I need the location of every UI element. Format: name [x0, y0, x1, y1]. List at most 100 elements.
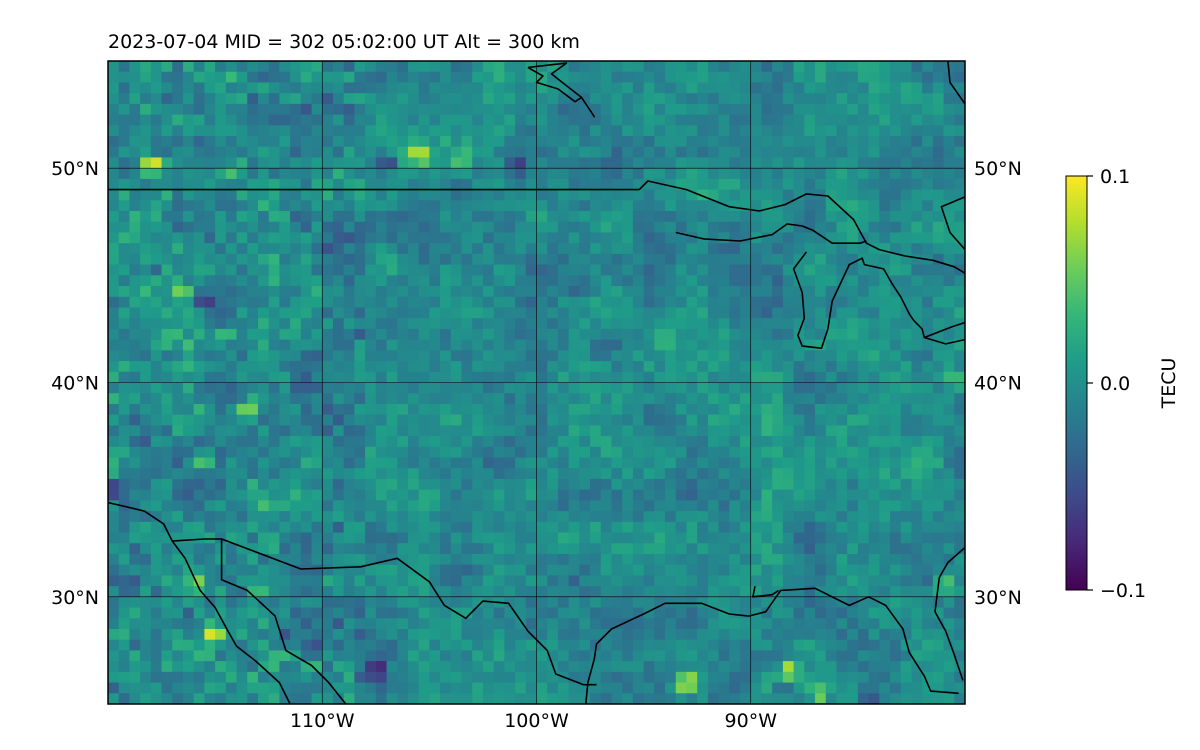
heatmap-cell — [172, 200, 184, 212]
heatmap-cell — [407, 382, 420, 394]
heatmap-cell — [568, 350, 580, 362]
heatmap-cell — [557, 382, 570, 394]
heatmap-cell — [900, 82, 913, 94]
heatmap-cell — [461, 61, 473, 73]
heatmap-cell — [440, 596, 452, 609]
heatmap-cell — [718, 446, 730, 459]
heatmap-cell — [150, 307, 163, 319]
heatmap-cell — [707, 350, 720, 362]
heatmap-cell — [257, 586, 270, 598]
heatmap-cell — [193, 436, 206, 448]
heatmap-cell — [954, 211, 965, 223]
heatmap-cell — [847, 436, 859, 448]
heatmap-cell — [354, 468, 366, 480]
heatmap-cell — [386, 114, 398, 126]
heatmap-cell — [247, 189, 259, 201]
heatmap-cell — [225, 243, 238, 255]
heatmap-cell — [311, 136, 323, 148]
heatmap-cell — [504, 200, 516, 212]
heatmap-cell — [568, 639, 580, 652]
heatmap-cell — [429, 103, 441, 116]
heatmap-cell — [525, 671, 538, 684]
heatmap-cell — [311, 307, 323, 319]
heatmap-cell — [504, 189, 516, 201]
heatmap-cell — [215, 168, 227, 180]
heatmap-cell — [407, 693, 420, 704]
heatmap-cell — [761, 168, 773, 180]
heatmap-cell — [632, 328, 645, 341]
heatmap-cell — [568, 211, 580, 223]
heatmap-cell — [643, 671, 655, 684]
heatmap-cell — [632, 200, 645, 212]
heatmap-cell — [215, 414, 227, 426]
heatmap-cell — [922, 103, 934, 116]
heatmap-cell — [472, 607, 484, 619]
heatmap-cell — [793, 500, 805, 512]
heatmap-cell — [150, 103, 163, 116]
heatmap-cell — [922, 639, 934, 652]
heatmap-cell — [900, 521, 913, 534]
heatmap-cell — [836, 414, 848, 426]
heatmap-cell — [654, 436, 666, 448]
heatmap-cell — [890, 596, 902, 609]
heatmap-cell — [354, 489, 366, 501]
heatmap-cell — [568, 661, 580, 673]
heatmap-cell — [632, 532, 645, 544]
heatmap-cell — [782, 457, 795, 469]
heatmap-cell — [397, 436, 409, 448]
heatmap-cell — [600, 553, 613, 566]
heatmap-cell — [332, 103, 345, 116]
heatmap-cell — [354, 350, 366, 362]
heatmap-cell — [108, 586, 120, 598]
heatmap-cell — [536, 500, 548, 512]
heatmap-cell — [279, 328, 291, 341]
heatmap-cell — [836, 286, 848, 298]
heatmap-cell — [375, 693, 388, 704]
heatmap-cell — [482, 478, 495, 491]
heatmap-cell — [300, 275, 313, 287]
heatmap-cell — [804, 307, 816, 319]
coastline — [172, 538, 597, 686]
heatmap-cell — [150, 650, 163, 662]
heatmap-cell — [515, 500, 527, 512]
heatmap-cell — [493, 575, 505, 587]
heatmap-cell — [879, 553, 891, 566]
heatmap-cell — [397, 661, 409, 673]
heatmap-cell — [375, 136, 388, 148]
heatmap-cell — [140, 264, 152, 276]
heatmap-cell — [397, 114, 409, 126]
heatmap-cell — [740, 93, 752, 105]
heatmap-cell — [868, 361, 880, 373]
heatmap-cell — [300, 178, 313, 191]
heatmap-cell — [857, 564, 870, 576]
heatmap-cell — [354, 682, 366, 694]
heatmap-cell — [118, 521, 131, 534]
heatmap-cell — [343, 275, 355, 287]
heatmap-cell — [815, 511, 827, 523]
heatmap-cell — [890, 157, 902, 169]
heatmap-cell — [686, 71, 698, 84]
heatmap-cell — [890, 103, 902, 116]
heatmap-cell — [836, 361, 848, 373]
heatmap-cell — [536, 650, 548, 662]
heatmap-cell — [332, 82, 345, 94]
heatmap-cell — [750, 553, 763, 566]
heatmap-cell — [365, 382, 377, 394]
heatmap-cell — [332, 189, 345, 201]
heatmap-cell — [868, 200, 880, 212]
heatmap-cell — [922, 318, 934, 330]
heatmap-cell — [204, 425, 216, 437]
heatmap-cell — [108, 264, 120, 276]
heatmap-cell — [525, 361, 538, 373]
heatmap-cell — [911, 661, 923, 673]
heatmap-cell — [332, 543, 345, 555]
heatmap-cell — [729, 264, 741, 276]
heatmap-cell — [600, 189, 613, 201]
heatmap-cell — [707, 61, 720, 73]
heatmap-cell — [536, 382, 548, 394]
heatmap-cell — [815, 178, 827, 191]
heatmap-cell — [161, 543, 173, 555]
heatmap-cell — [590, 446, 602, 459]
heatmap-cell — [729, 586, 741, 598]
heatmap-cell — [418, 511, 430, 523]
